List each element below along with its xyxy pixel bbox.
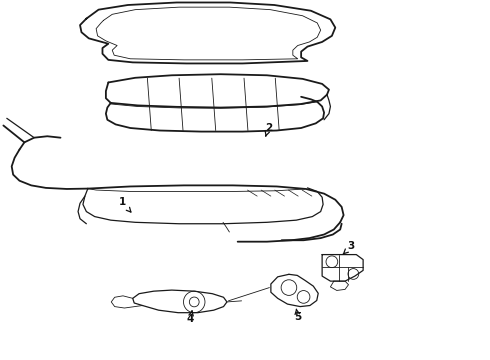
Text: 5: 5 <box>294 309 301 322</box>
Text: 1: 1 <box>119 197 131 212</box>
Text: 2: 2 <box>265 123 272 136</box>
Text: 3: 3 <box>343 241 355 254</box>
Text: 4: 4 <box>187 311 194 324</box>
